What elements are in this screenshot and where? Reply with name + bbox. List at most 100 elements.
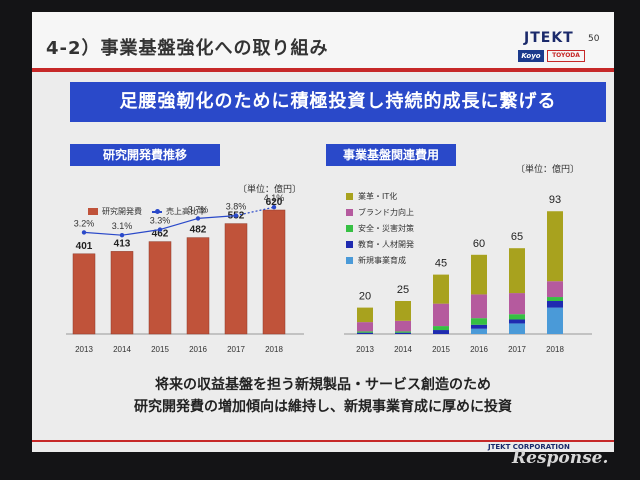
rd-x-tick: 2018: [265, 345, 283, 354]
jtekt-logo: JTEKT: [524, 30, 574, 46]
infra-bar-segment: [395, 332, 411, 334]
footer-corporation: JTEKT CORPORATION: [488, 443, 570, 451]
infra-bar-segment: [433, 330, 449, 334]
infra-bar-segment: [547, 281, 563, 298]
ratio-point: [195, 216, 201, 221]
ratio-value-label: 3.1%: [112, 221, 133, 231]
ratio-line-segment: [235, 206, 275, 217]
infra-bar-segment: [509, 293, 525, 315]
infra-bar-segment: [357, 322, 373, 332]
infra-total-label: 20: [359, 291, 371, 303]
legend-item: 安全・災害対策: [346, 220, 414, 236]
toyoda-logo: TOYODA: [547, 50, 585, 62]
ratio-point: [81, 230, 87, 235]
ratio-value-label: 3.8%: [226, 202, 247, 212]
rd-bar-value: 620: [266, 197, 283, 208]
infra-x-tick: 2016: [470, 345, 488, 354]
infra-total-label: 45: [435, 258, 447, 270]
ratio-point: [119, 233, 125, 238]
rd-x-tick: 2013: [75, 345, 93, 354]
rd-bar: [148, 241, 172, 335]
infra-bar-segment: [433, 274, 449, 304]
headline-banner: 足腰強靭化のために積極投資し持続的成長に繋げる: [70, 82, 606, 122]
infra-bar-segment: [509, 319, 525, 324]
ratio-point: [233, 213, 239, 218]
infra-legend: 業革・IT化 ブランド力向上 安全・災害対策 教育・人材開発 新規事業育成: [346, 188, 414, 268]
infra-bar-segment: [395, 320, 411, 332]
infra-bar-segment: [357, 307, 373, 323]
legend-label: 業革・IT化: [358, 191, 398, 201]
legend-label: ブランド力向上: [358, 207, 414, 217]
summary-line-2: 研究開発費の増加傾向は維持し、新規事業育成に厚めに投資: [134, 399, 512, 415]
infra-bar-segment: [509, 323, 525, 334]
infra-total-label: 65: [511, 231, 523, 243]
ratio-line-segment: [159, 217, 199, 231]
legend-ratio-label: 売上高比率: [166, 207, 206, 216]
infra-bar-segment: [547, 297, 563, 301]
rd-bar: [224, 223, 248, 335]
rd-bar-value: 462: [152, 229, 169, 240]
legend-bar-swatch: [88, 208, 98, 215]
charts-canvas: 401 2013 3.2% 413 2014 3.1% 462 2015 3.3% 482 2016…: [66, 193, 592, 354]
infra-bar-segment: [395, 301, 411, 321]
ratio-value-label: 3.7%: [188, 204, 209, 214]
infra-total-label: 93: [549, 194, 561, 206]
rd-bar: [110, 251, 134, 335]
infra-x-tick: 2015: [432, 345, 450, 354]
infra-bar-segment: [509, 314, 525, 320]
summary-line-1: 将来の収益基盤を担う新規製品・サービス創造のため: [155, 377, 491, 393]
ratio-line-segment: [197, 215, 237, 219]
legend-rd-label: 研究開発費: [102, 207, 142, 216]
infra-bar-segment: [433, 303, 449, 327]
legend-line-swatch: [152, 208, 162, 214]
infra-total-label: 25: [397, 284, 409, 296]
rd-bar: [72, 253, 96, 335]
ratio-line-segment: [121, 229, 161, 236]
rd-bar: [262, 209, 286, 335]
infra-chart-title: 事業基盤関連費用: [326, 144, 456, 166]
koyo-logo: Koyo: [518, 50, 544, 62]
infra-x-tick: 2018: [546, 345, 564, 354]
infra-bar-segment: [547, 301, 563, 308]
infra-x-tick: 2014: [394, 345, 412, 354]
infra-bar-segment: [433, 326, 449, 331]
slide-title: 4-2）事業基盤強化への取り組み: [46, 38, 329, 59]
infra-bar-segment: [547, 307, 563, 334]
header-divider: [32, 68, 614, 72]
ratio-line-segment: [83, 231, 123, 236]
legend-swatch: [346, 224, 353, 232]
legend-item: 新規事業育成: [346, 252, 414, 268]
infra-bar-segment: [357, 331, 373, 333]
infra-bar-segment: [471, 254, 487, 295]
rd-x-tick: 2016: [189, 345, 207, 354]
infra-unit-label: 〔単位：億円〕: [516, 165, 580, 175]
legend-item: 業革・IT化: [346, 188, 414, 204]
rd-bar-value: 401: [76, 241, 93, 252]
infra-bar-segment: [471, 324, 487, 329]
infra-bar-segment: [395, 331, 411, 333]
rd-x-tick: 2014: [113, 345, 131, 354]
infra-x-tick: 2013: [356, 345, 374, 354]
ratio-value-label: 3.3%: [150, 216, 171, 226]
rd-bar-value: 482: [190, 225, 207, 236]
footer-divider: [32, 440, 614, 442]
legend-label: 新規事業育成: [358, 255, 406, 265]
slide-header: 4-2）事業基盤強化への取り組み JTEKT 50 Koyo TOYODA: [32, 12, 614, 68]
legend-swatch: [346, 240, 353, 248]
presentation-slide: 4-2）事業基盤強化への取り組み JTEKT 50 Koyo TOYODA 足腰…: [32, 12, 614, 452]
ratio-value-label: 3.2%: [74, 218, 95, 228]
legend-label: 安全・災害対策: [358, 223, 414, 233]
infra-bar-segment: [471, 294, 487, 319]
legend-swatch: [346, 192, 353, 200]
ratio-point: [157, 227, 163, 232]
legend-swatch: [346, 256, 353, 264]
rd-chart-title: 研究開発費推移: [70, 144, 220, 166]
rd-legend: 研究開発費 売上高比率: [88, 206, 206, 217]
page-number: 50: [588, 34, 600, 44]
infra-bar-segment: [357, 332, 373, 334]
infra-bar-segment: [471, 318, 487, 325]
legend-item: 教育・人材開発: [346, 236, 414, 252]
legend-swatch: [346, 208, 353, 216]
rd-bar-value: 413: [114, 238, 131, 249]
infra-total-label: 60: [473, 238, 485, 250]
